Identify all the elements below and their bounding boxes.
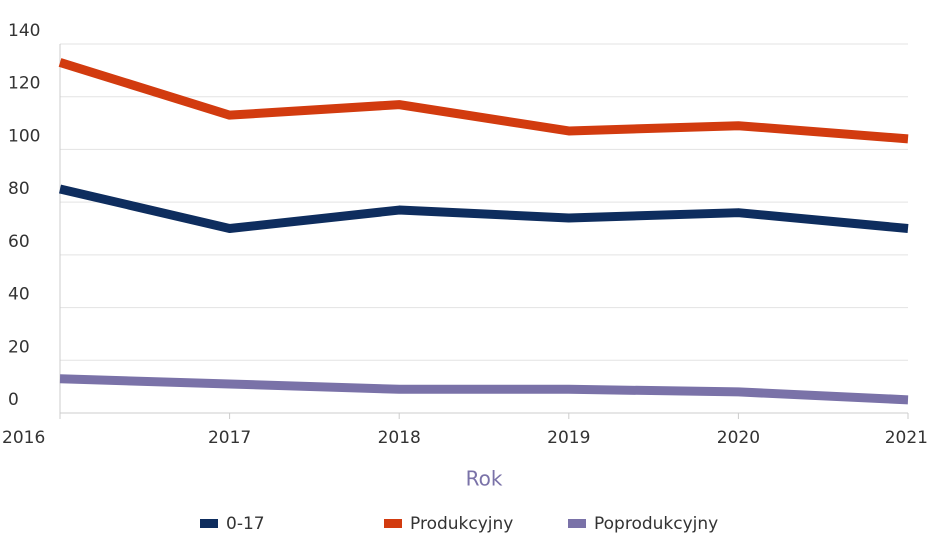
x-tick-label: 2016 [2, 428, 45, 448]
y-tick-label: 100 [8, 126, 40, 146]
legend-label: Produkcyjny [410, 514, 513, 534]
legend-label: Poprodukcyjny [594, 514, 718, 534]
legend-swatch [384, 519, 402, 528]
x-tick-label: 2021 [885, 428, 928, 448]
y-tick-label: 120 [8, 74, 40, 94]
y-tick-label: 0 [8, 390, 19, 410]
y-tick-label: 80 [8, 179, 30, 199]
x-tick-label: 2020 [717, 428, 760, 448]
y-tick-label: 140 [8, 21, 40, 41]
legend-swatch [200, 519, 218, 528]
y-tick-label: 40 [8, 285, 30, 305]
y-tick-label: 20 [8, 337, 30, 357]
x-axis-label: Rok [466, 467, 503, 491]
x-tick-label: 2017 [208, 428, 251, 448]
x-tick-label: 2019 [547, 428, 590, 448]
series-line [58, 184, 909, 233]
y-tick-label: 60 [8, 232, 30, 252]
series-line [58, 58, 909, 144]
x-tick-label: 2018 [378, 428, 421, 448]
legend-label: 0-17 [226, 514, 265, 534]
series-line [59, 374, 909, 405]
legend-swatch [568, 519, 586, 528]
